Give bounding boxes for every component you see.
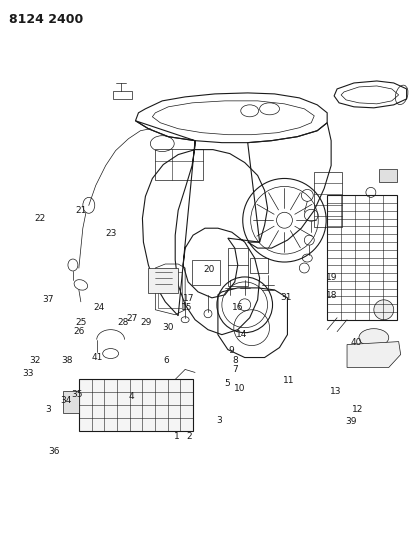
Text: 33: 33 xyxy=(22,369,34,378)
Bar xyxy=(192,260,219,285)
Text: 16: 16 xyxy=(231,303,243,312)
Text: 12: 12 xyxy=(351,405,362,414)
Text: 39: 39 xyxy=(344,417,356,426)
Text: 32: 32 xyxy=(29,357,40,366)
Text: 3: 3 xyxy=(45,405,51,414)
Text: 29: 29 xyxy=(140,318,151,327)
Text: 27: 27 xyxy=(126,314,137,323)
Bar xyxy=(158,272,182,308)
Polygon shape xyxy=(346,342,400,367)
Text: 37: 37 xyxy=(43,295,54,304)
Text: 24: 24 xyxy=(93,303,104,312)
Bar xyxy=(148,268,178,293)
Text: 41: 41 xyxy=(91,353,103,362)
Text: 6: 6 xyxy=(163,357,169,366)
Text: 13: 13 xyxy=(329,386,340,395)
Text: 3: 3 xyxy=(216,416,222,425)
Text: 31: 31 xyxy=(280,293,292,302)
Ellipse shape xyxy=(358,329,388,346)
Text: 7: 7 xyxy=(232,366,238,374)
Text: 22: 22 xyxy=(34,214,45,223)
Text: 8: 8 xyxy=(232,357,238,366)
Text: 4: 4 xyxy=(128,392,134,401)
Text: 28: 28 xyxy=(117,318,128,327)
Text: 15: 15 xyxy=(180,303,192,312)
Bar xyxy=(112,91,132,99)
Bar xyxy=(63,391,79,413)
Text: 8124 2400: 8124 2400 xyxy=(9,13,83,26)
Ellipse shape xyxy=(373,300,393,320)
Bar xyxy=(79,379,193,431)
Text: 35: 35 xyxy=(71,390,82,399)
Text: 5: 5 xyxy=(224,378,230,387)
Text: 25: 25 xyxy=(75,318,86,327)
Text: 2: 2 xyxy=(185,432,191,441)
Text: 17: 17 xyxy=(182,294,194,303)
Text: 34: 34 xyxy=(60,395,71,405)
Text: 19: 19 xyxy=(325,272,336,281)
Bar xyxy=(326,196,396,320)
Bar xyxy=(313,173,341,227)
Text: 10: 10 xyxy=(233,384,245,393)
Bar xyxy=(155,149,202,181)
Text: 40: 40 xyxy=(350,338,361,347)
Text: 1: 1 xyxy=(173,432,179,441)
Text: 26: 26 xyxy=(73,327,84,336)
Text: 21: 21 xyxy=(75,206,86,215)
Text: 20: 20 xyxy=(203,265,214,273)
Text: 9: 9 xyxy=(228,346,234,355)
Text: 14: 14 xyxy=(236,330,247,339)
Text: 38: 38 xyxy=(61,357,73,366)
Text: 30: 30 xyxy=(162,323,173,332)
Bar xyxy=(249,258,267,273)
Bar xyxy=(378,168,396,182)
Text: 36: 36 xyxy=(48,447,60,456)
Text: 23: 23 xyxy=(106,229,117,238)
Text: 18: 18 xyxy=(325,291,336,300)
Text: 11: 11 xyxy=(282,376,294,385)
Bar xyxy=(227,248,247,286)
